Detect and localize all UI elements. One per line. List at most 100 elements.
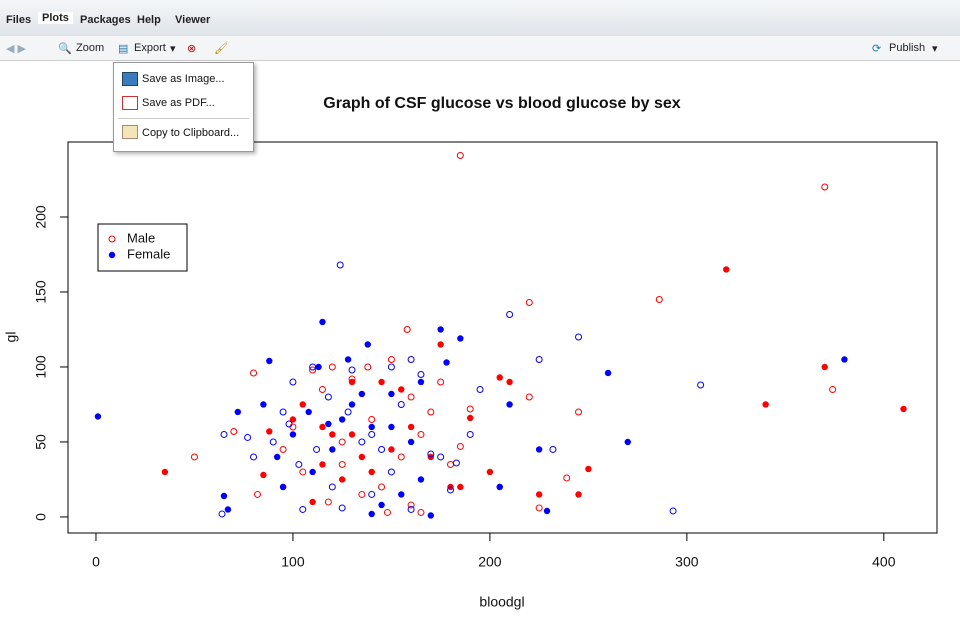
legend-marker — [108, 235, 116, 243]
point — [273, 453, 281, 461]
back-button[interactable]: ◀ ▶ — [6, 43, 26, 55]
point — [218, 510, 226, 518]
point — [309, 498, 316, 506]
point — [368, 468, 375, 476]
dropdown-arrow: ▾ — [170, 43, 176, 55]
point — [388, 446, 395, 453]
point — [358, 438, 366, 446]
point — [417, 476, 425, 483]
point — [575, 408, 583, 416]
menu-item[interactable]: Save as PDF... — [142, 97, 215, 109]
point — [437, 326, 444, 333]
point — [368, 423, 375, 431]
point — [535, 504, 543, 512]
point — [762, 401, 769, 408]
point — [841, 356, 848, 363]
point — [250, 369, 258, 377]
export-button[interactable]: Export — [134, 42, 166, 54]
point — [535, 355, 543, 363]
pdf-icon — [122, 96, 138, 110]
point — [338, 460, 346, 468]
point — [398, 386, 405, 393]
point — [829, 385, 837, 393]
point — [388, 390, 395, 398]
point — [315, 363, 322, 371]
point — [266, 428, 273, 435]
point — [549, 445, 557, 453]
tab[interactable]: Plots — [38, 12, 73, 24]
tab[interactable]: Files — [6, 14, 32, 26]
point — [437, 378, 445, 386]
point — [456, 442, 464, 450]
point — [313, 445, 321, 453]
point — [506, 378, 513, 386]
x-tick-label: 200 — [478, 554, 502, 570]
point — [309, 468, 316, 476]
point — [368, 510, 375, 518]
point — [289, 431, 297, 438]
point — [563, 474, 571, 482]
point — [407, 393, 415, 401]
tab[interactable]: Viewer — [175, 14, 211, 26]
export-menu: Save as Image... Save as PDF... Copy to … — [113, 62, 254, 152]
point — [466, 405, 474, 413]
point — [452, 459, 460, 467]
menu-item[interactable]: Save as Image... — [142, 73, 225, 85]
point — [253, 490, 261, 498]
point — [697, 381, 705, 389]
point — [368, 430, 376, 438]
point — [506, 401, 513, 408]
point — [437, 453, 445, 461]
point — [358, 390, 366, 398]
zoom-icon: 🔍 — [58, 43, 72, 55]
point — [437, 341, 444, 348]
tab[interactable]: Packages — [80, 14, 131, 26]
point — [295, 460, 303, 468]
clear-button[interactable]: 🖌 — [214, 43, 228, 55]
point — [289, 378, 297, 386]
point — [398, 491, 405, 498]
y-tick-label: 150 — [33, 280, 49, 304]
x-tick-label: 300 — [675, 554, 699, 570]
remove-button[interactable]: ⊗ — [187, 43, 197, 55]
point — [329, 446, 336, 453]
point — [279, 408, 287, 416]
point — [525, 393, 533, 401]
point — [285, 420, 293, 428]
point — [456, 151, 464, 159]
point — [244, 433, 252, 441]
point — [279, 445, 287, 453]
point — [821, 183, 829, 191]
point — [220, 430, 228, 438]
point — [427, 450, 435, 458]
dropdown-arrow: ▾ — [932, 43, 938, 55]
publish-button[interactable]: Publish — [889, 42, 926, 54]
point — [535, 446, 543, 453]
point — [309, 366, 317, 374]
point — [417, 370, 425, 378]
point — [655, 295, 663, 303]
legend-marker — [108, 251, 116, 259]
point — [358, 453, 366, 461]
point — [348, 431, 356, 438]
point — [443, 359, 450, 366]
zoom-button[interactable]: Zoom — [76, 42, 105, 54]
point — [387, 468, 395, 476]
point — [338, 438, 346, 446]
image-icon — [122, 72, 138, 86]
point — [318, 385, 326, 393]
point — [575, 333, 583, 341]
point — [543, 507, 551, 515]
point — [344, 356, 352, 363]
point — [457, 483, 464, 491]
export-icon: ▤ — [118, 43, 129, 55]
menu-item[interactable]: Copy to Clipboard... — [142, 127, 240, 139]
clipboard-icon — [122, 125, 138, 139]
point — [325, 420, 332, 428]
y-tick-label: 100 — [33, 355, 49, 379]
point — [324, 498, 332, 506]
point — [266, 357, 273, 365]
tab[interactable]: Help — [137, 14, 161, 26]
point — [348, 378, 356, 386]
